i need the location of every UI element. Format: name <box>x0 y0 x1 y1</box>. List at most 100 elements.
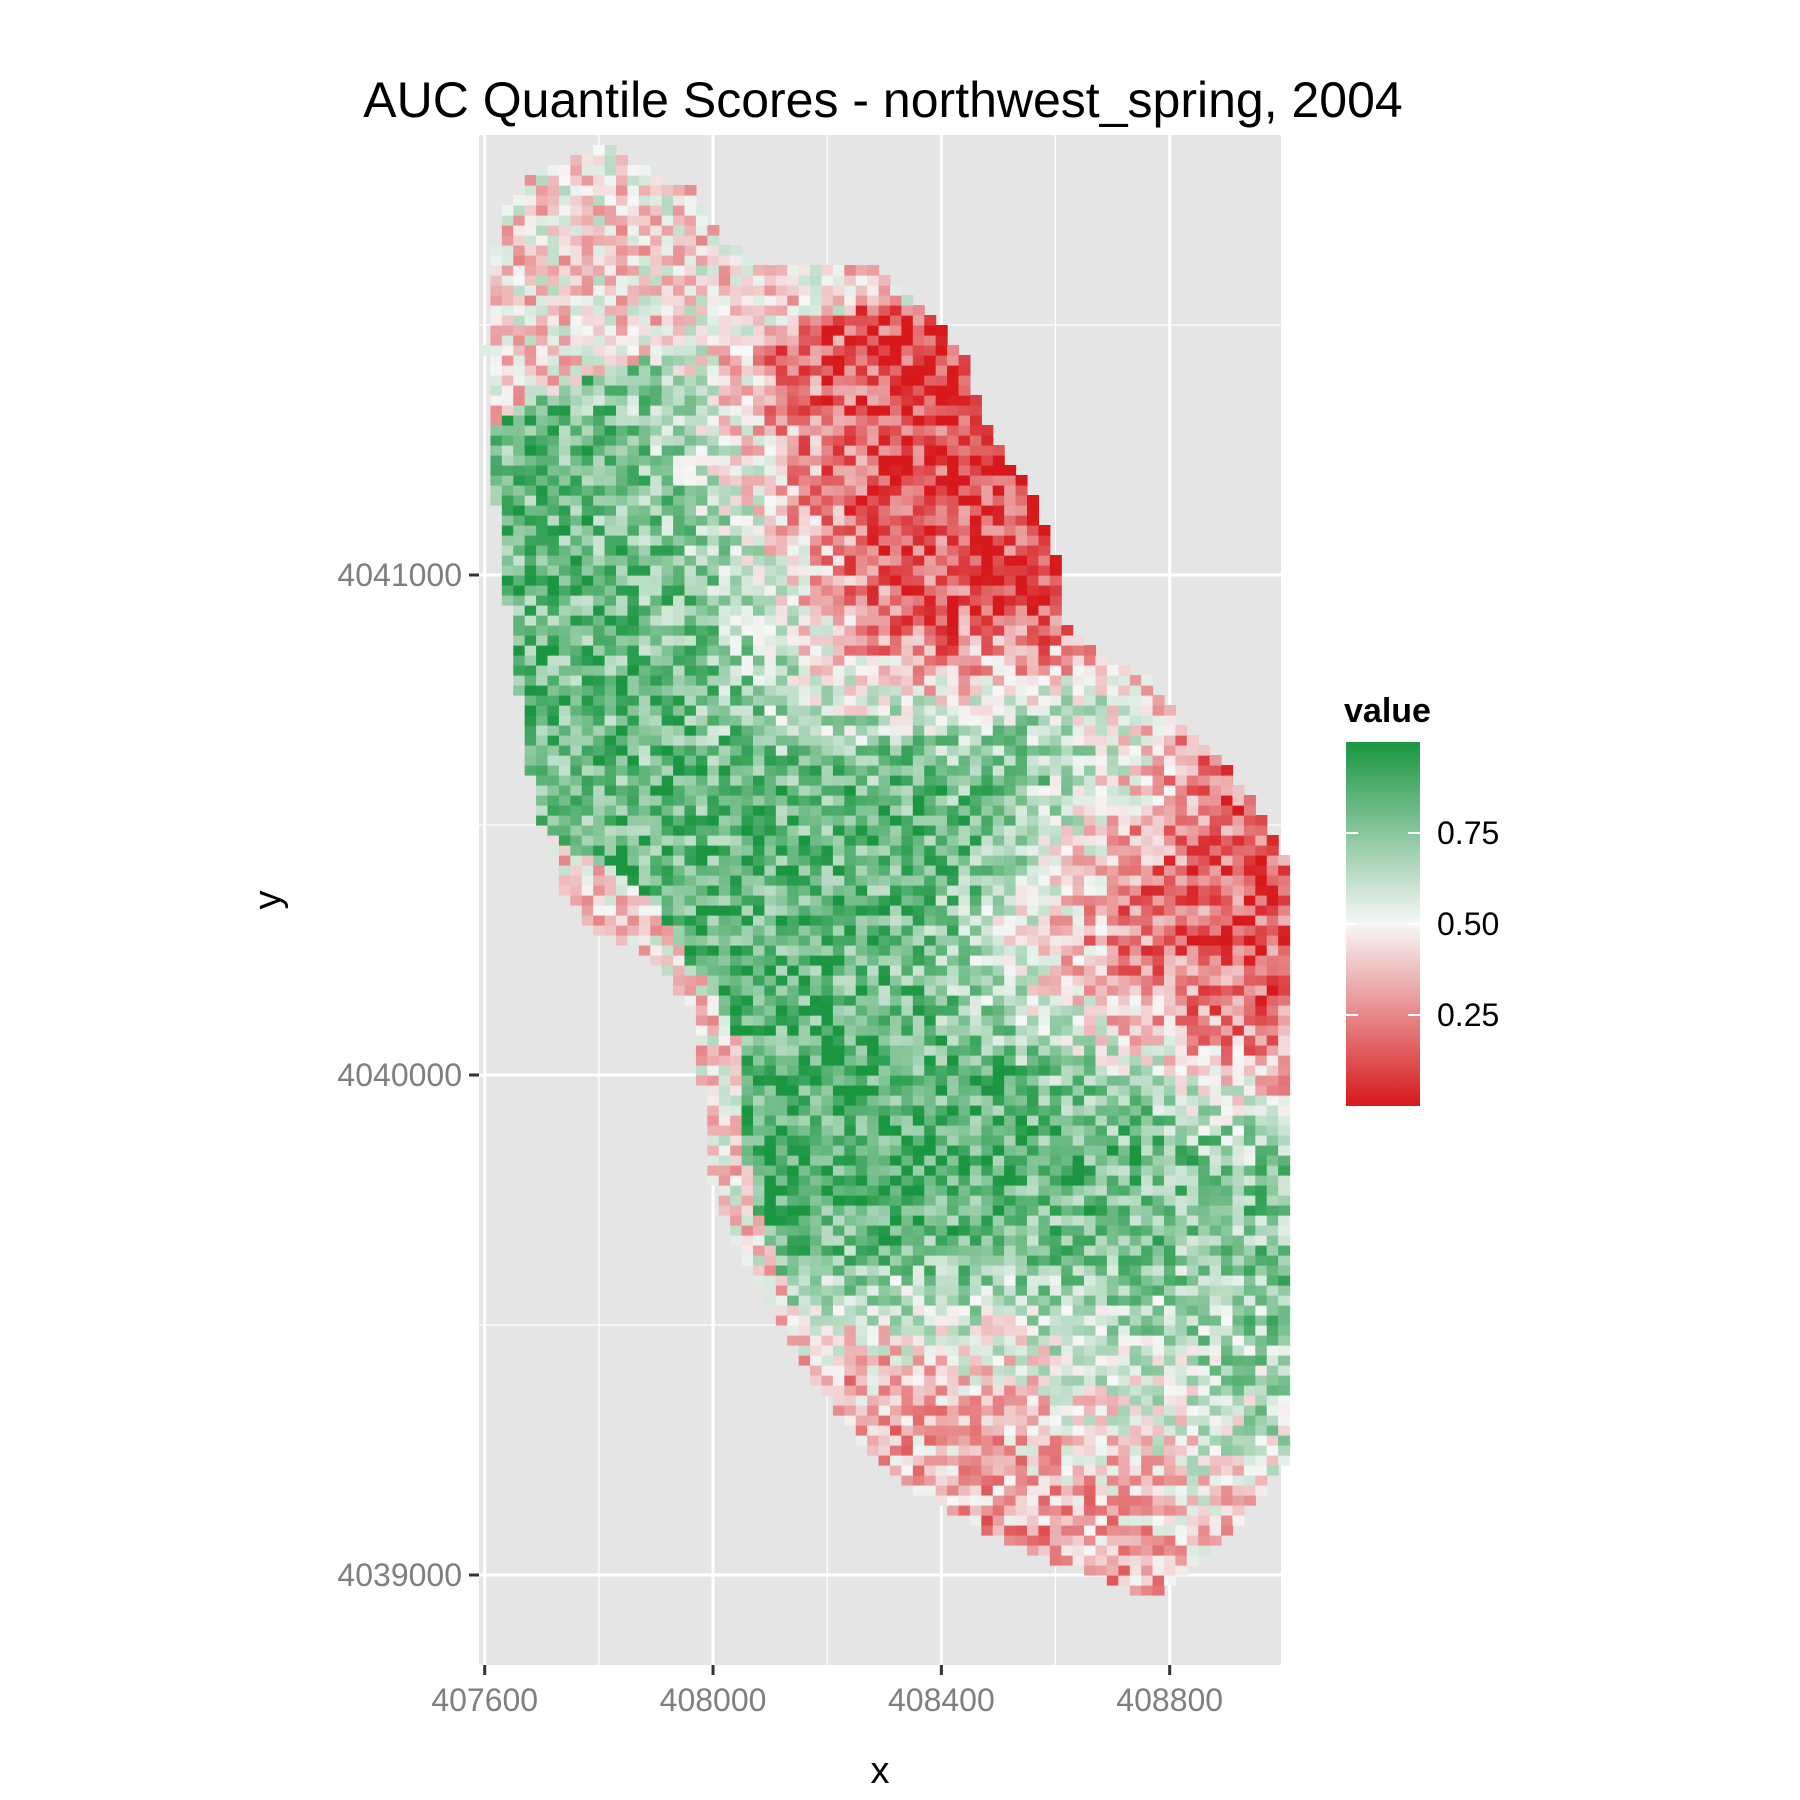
heatmap-cell <box>730 1035 743 1046</box>
heatmap-cell <box>1278 1395 1291 1406</box>
heatmap-cell <box>1026 875 1040 886</box>
heatmap-cell <box>1038 1245 1051 1256</box>
heatmap-cell <box>1243 1255 1256 1266</box>
heatmap-cell <box>650 805 663 816</box>
heatmap-cell <box>1072 905 1085 916</box>
heatmap-cell <box>992 765 1005 776</box>
heatmap-cell <box>969 635 982 646</box>
heatmap-cell <box>924 825 937 836</box>
heatmap-cell <box>889 1275 903 1286</box>
heatmap-cell <box>821 825 834 836</box>
heatmap-cell <box>992 945 1005 956</box>
heatmap-cell <box>1232 795 1245 806</box>
heatmap-cell <box>821 1085 834 1096</box>
heatmap-cell <box>992 1075 1005 1086</box>
heatmap-cell <box>958 835 971 846</box>
heatmap-cell <box>810 1315 823 1326</box>
heatmap-cell <box>695 655 708 666</box>
heatmap-cell <box>1175 875 1188 886</box>
heatmap-cell <box>627 655 640 666</box>
heatmap-cell <box>1084 685 1097 696</box>
heatmap-cell <box>855 945 868 956</box>
heatmap-cell <box>1049 1135 1062 1146</box>
heatmap-cell <box>1049 1375 1062 1386</box>
heatmap-cell <box>638 895 651 906</box>
heatmap-cell <box>695 735 708 746</box>
heatmap-cell <box>1129 975 1142 986</box>
heatmap-cell <box>513 655 526 666</box>
heatmap-cell <box>752 975 766 986</box>
heatmap-cell <box>661 765 674 776</box>
heatmap-cell <box>1209 1165 1222 1176</box>
heatmap-cell <box>912 1405 925 1416</box>
heatmap-cell <box>1038 1215 1051 1226</box>
heatmap-cell <box>935 605 948 616</box>
heatmap-cell <box>673 675 686 686</box>
heatmap-cell <box>1061 845 1074 856</box>
heatmap-cell <box>661 855 674 866</box>
heatmap-cell <box>992 1205 1005 1216</box>
heatmap-cell <box>1106 1205 1119 1216</box>
heatmap-cell <box>889 605 903 616</box>
heatmap-cell <box>855 1285 868 1296</box>
heatmap-cell <box>832 1355 845 1366</box>
heatmap-cell <box>878 665 891 676</box>
heatmap-cell <box>1095 1555 1108 1566</box>
heatmap-cell <box>992 675 1005 686</box>
heatmap-cell <box>741 1095 754 1106</box>
heatmap-cell <box>867 825 880 836</box>
heatmap-cell <box>570 735 583 746</box>
heatmap-cell <box>684 785 697 796</box>
heatmap-cell <box>1221 1145 1234 1156</box>
heatmap-cell <box>775 995 788 1006</box>
heatmap-cell <box>1095 795 1108 806</box>
heatmap-cell <box>1141 685 1154 696</box>
heatmap-cell <box>1072 1295 1085 1306</box>
heatmap-cell <box>1072 1245 1085 1256</box>
heatmap-cell <box>1163 1485 1176 1496</box>
heatmap-cell <box>1084 1455 1097 1466</box>
heatmap-cell <box>935 1055 948 1066</box>
heatmap-cell <box>798 1275 811 1286</box>
heatmap-cell <box>1198 1365 1211 1376</box>
heatmap-cell <box>718 765 731 776</box>
heatmap-cell <box>947 675 960 686</box>
heatmap-cell <box>752 1275 766 1286</box>
heatmap-cell <box>844 1025 857 1036</box>
heatmap-cell <box>1152 855 1165 866</box>
heatmap-cell <box>661 655 674 666</box>
heatmap-cell <box>1038 585 1051 596</box>
heatmap-cell <box>741 1255 754 1266</box>
heatmap-cell <box>1266 915 1279 926</box>
heatmap-cell <box>855 645 868 656</box>
heatmap-cell <box>810 1215 823 1226</box>
heatmap-cell <box>981 775 994 786</box>
heatmap-cell <box>1026 725 1040 736</box>
heatmap-cell <box>901 855 914 866</box>
heatmap-cell <box>947 1175 960 1186</box>
heatmap-cell <box>1072 735 1085 746</box>
heatmap-cell <box>1084 805 1097 816</box>
heatmap-cell <box>1072 1465 1085 1476</box>
heatmap-cell <box>1072 1025 1085 1036</box>
heatmap-cell <box>775 1095 788 1106</box>
heatmap-cell <box>695 555 708 566</box>
heatmap-cell <box>832 1385 845 1396</box>
heatmap-cell <box>1061 1435 1074 1446</box>
heatmap-cell <box>832 755 845 766</box>
heatmap-cell <box>1004 855 1017 866</box>
heatmap-cell <box>1221 895 1234 906</box>
heatmap-cell <box>810 1015 823 1026</box>
heatmap-cell <box>1129 1425 1142 1436</box>
heatmap-cell <box>924 1165 937 1176</box>
heatmap-cell <box>752 795 766 806</box>
heatmap-cell <box>889 935 903 946</box>
heatmap-cell <box>1004 1275 1017 1286</box>
heatmap-cell <box>1049 1115 1062 1126</box>
heatmap-cell <box>1026 1125 1040 1136</box>
heatmap-cell <box>867 1085 880 1096</box>
heatmap-cell <box>752 715 766 726</box>
heatmap-cell <box>1118 1555 1131 1566</box>
heatmap-cell <box>969 795 982 806</box>
heatmap-cell <box>1129 1245 1142 1256</box>
